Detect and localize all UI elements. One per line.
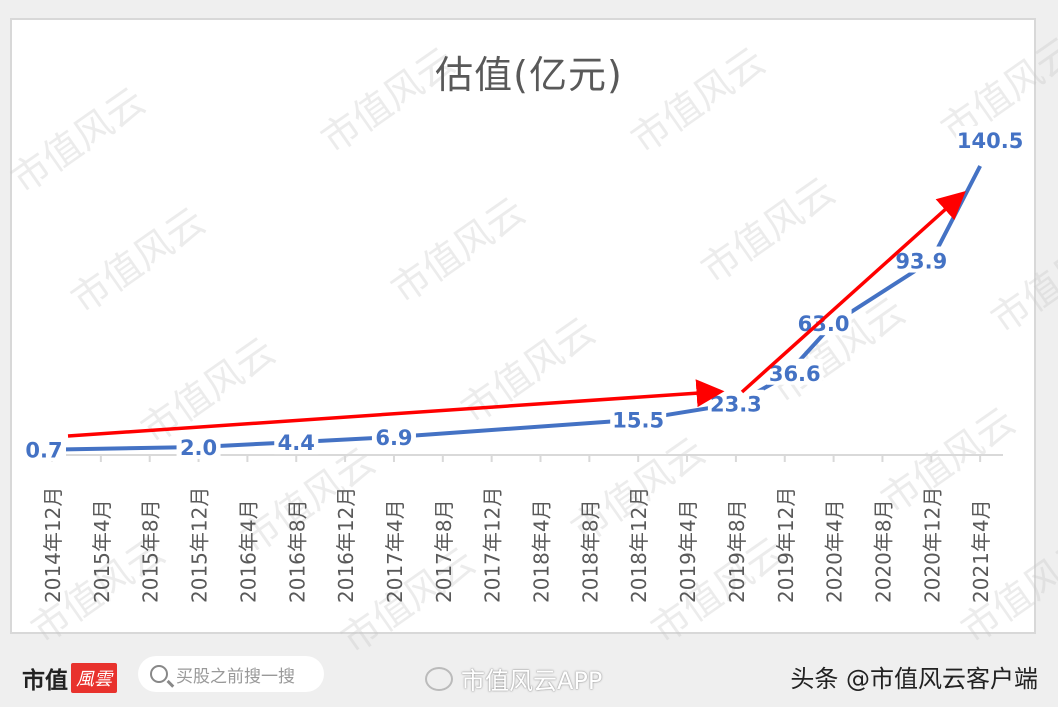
x-tick-label: 2016年12月 [334,487,358,603]
x-tick-label: 2019年12月 [774,487,798,603]
slow-growth-arrow [67,379,725,438]
valuation-line [51,165,982,452]
chart-title: 估值(亿元) [435,53,623,97]
brand-logo[interactable]: 市值 風雲 [22,661,117,695]
weibo-watermark: 市值风云APP [425,661,602,696]
data-label: 93.9 [895,250,947,274]
data-label: 36.6 [769,362,821,386]
x-tick-label: 2015年12月 [188,487,212,603]
line-chart: 2014年12月 2015年4月 2015年8月 2015年12月 2016年4月 201… [22,126,1025,603]
x-tick-label: 2017年4月 [383,499,407,603]
data-label: 2.0 [180,436,217,460]
label-bg [610,405,667,432]
data-label: 23.3 [710,393,762,417]
label-bg [893,246,950,273]
footer-bar: 市值 風雲 买股之前搜一搜 市值风云APP 头条 @市值风云客户端 [0,645,1058,707]
toutiao-credit: 头条 @市值风云客户端 [790,665,1038,693]
weibo-icon [425,666,453,691]
chart-frame [10,18,1036,634]
x-tick-label: 2017年8月 [432,499,456,603]
x-tick-label: 2019年8月 [725,499,749,603]
x-tick-label: 2020年12月 [920,487,944,603]
data-label: 0.7 [25,439,62,463]
weibo-label: 市值风云APP [461,667,603,695]
brand-badge: 風雲 [71,663,117,693]
x-tick-label: 2019年4月 [676,499,700,603]
x-tick-label: 2015年8月 [139,499,163,603]
x-tick-label: 2021年4月 [969,499,993,603]
brand-name: 市值 [22,667,68,694]
x-tick-label: 2020年8月 [871,499,895,603]
label-bg [176,432,221,459]
x-tick-label: 2018年4月 [530,499,554,603]
data-label: 4.4 [278,431,315,455]
label-bg [795,309,852,336]
data-label: 15.5 [612,409,664,433]
x-tick-label: 2017年12月 [481,487,505,603]
label-bg [956,126,1025,152]
search-box[interactable]: 买股之前搜一搜 [138,656,324,692]
label-bg [274,428,319,455]
label-bg [371,423,416,450]
x-tick-label: 2018年8月 [578,499,602,603]
data-label: 63.0 [798,312,850,336]
search-placeholder: 买股之前搜一搜 [176,666,295,687]
x-tick-label: 2020年4月 [823,499,847,603]
x-tick-label: 2016年4月 [236,499,260,603]
rapid-growth-arrow [740,190,966,394]
data-label: 6.9 [375,426,412,450]
x-tick-label: 2018年12月 [627,487,651,603]
x-tick-label: 2016年8月 [285,499,309,603]
data-label: 140.5 [957,129,1023,153]
search-icon [150,665,168,683]
x-tick-label: 2014年12月 [41,487,65,603]
label-bg [22,435,66,462]
x-tick-label: 2015年4月 [90,499,114,603]
